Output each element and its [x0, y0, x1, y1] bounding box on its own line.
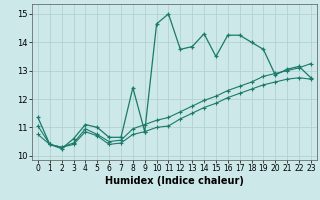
X-axis label: Humidex (Indice chaleur): Humidex (Indice chaleur)	[105, 176, 244, 186]
